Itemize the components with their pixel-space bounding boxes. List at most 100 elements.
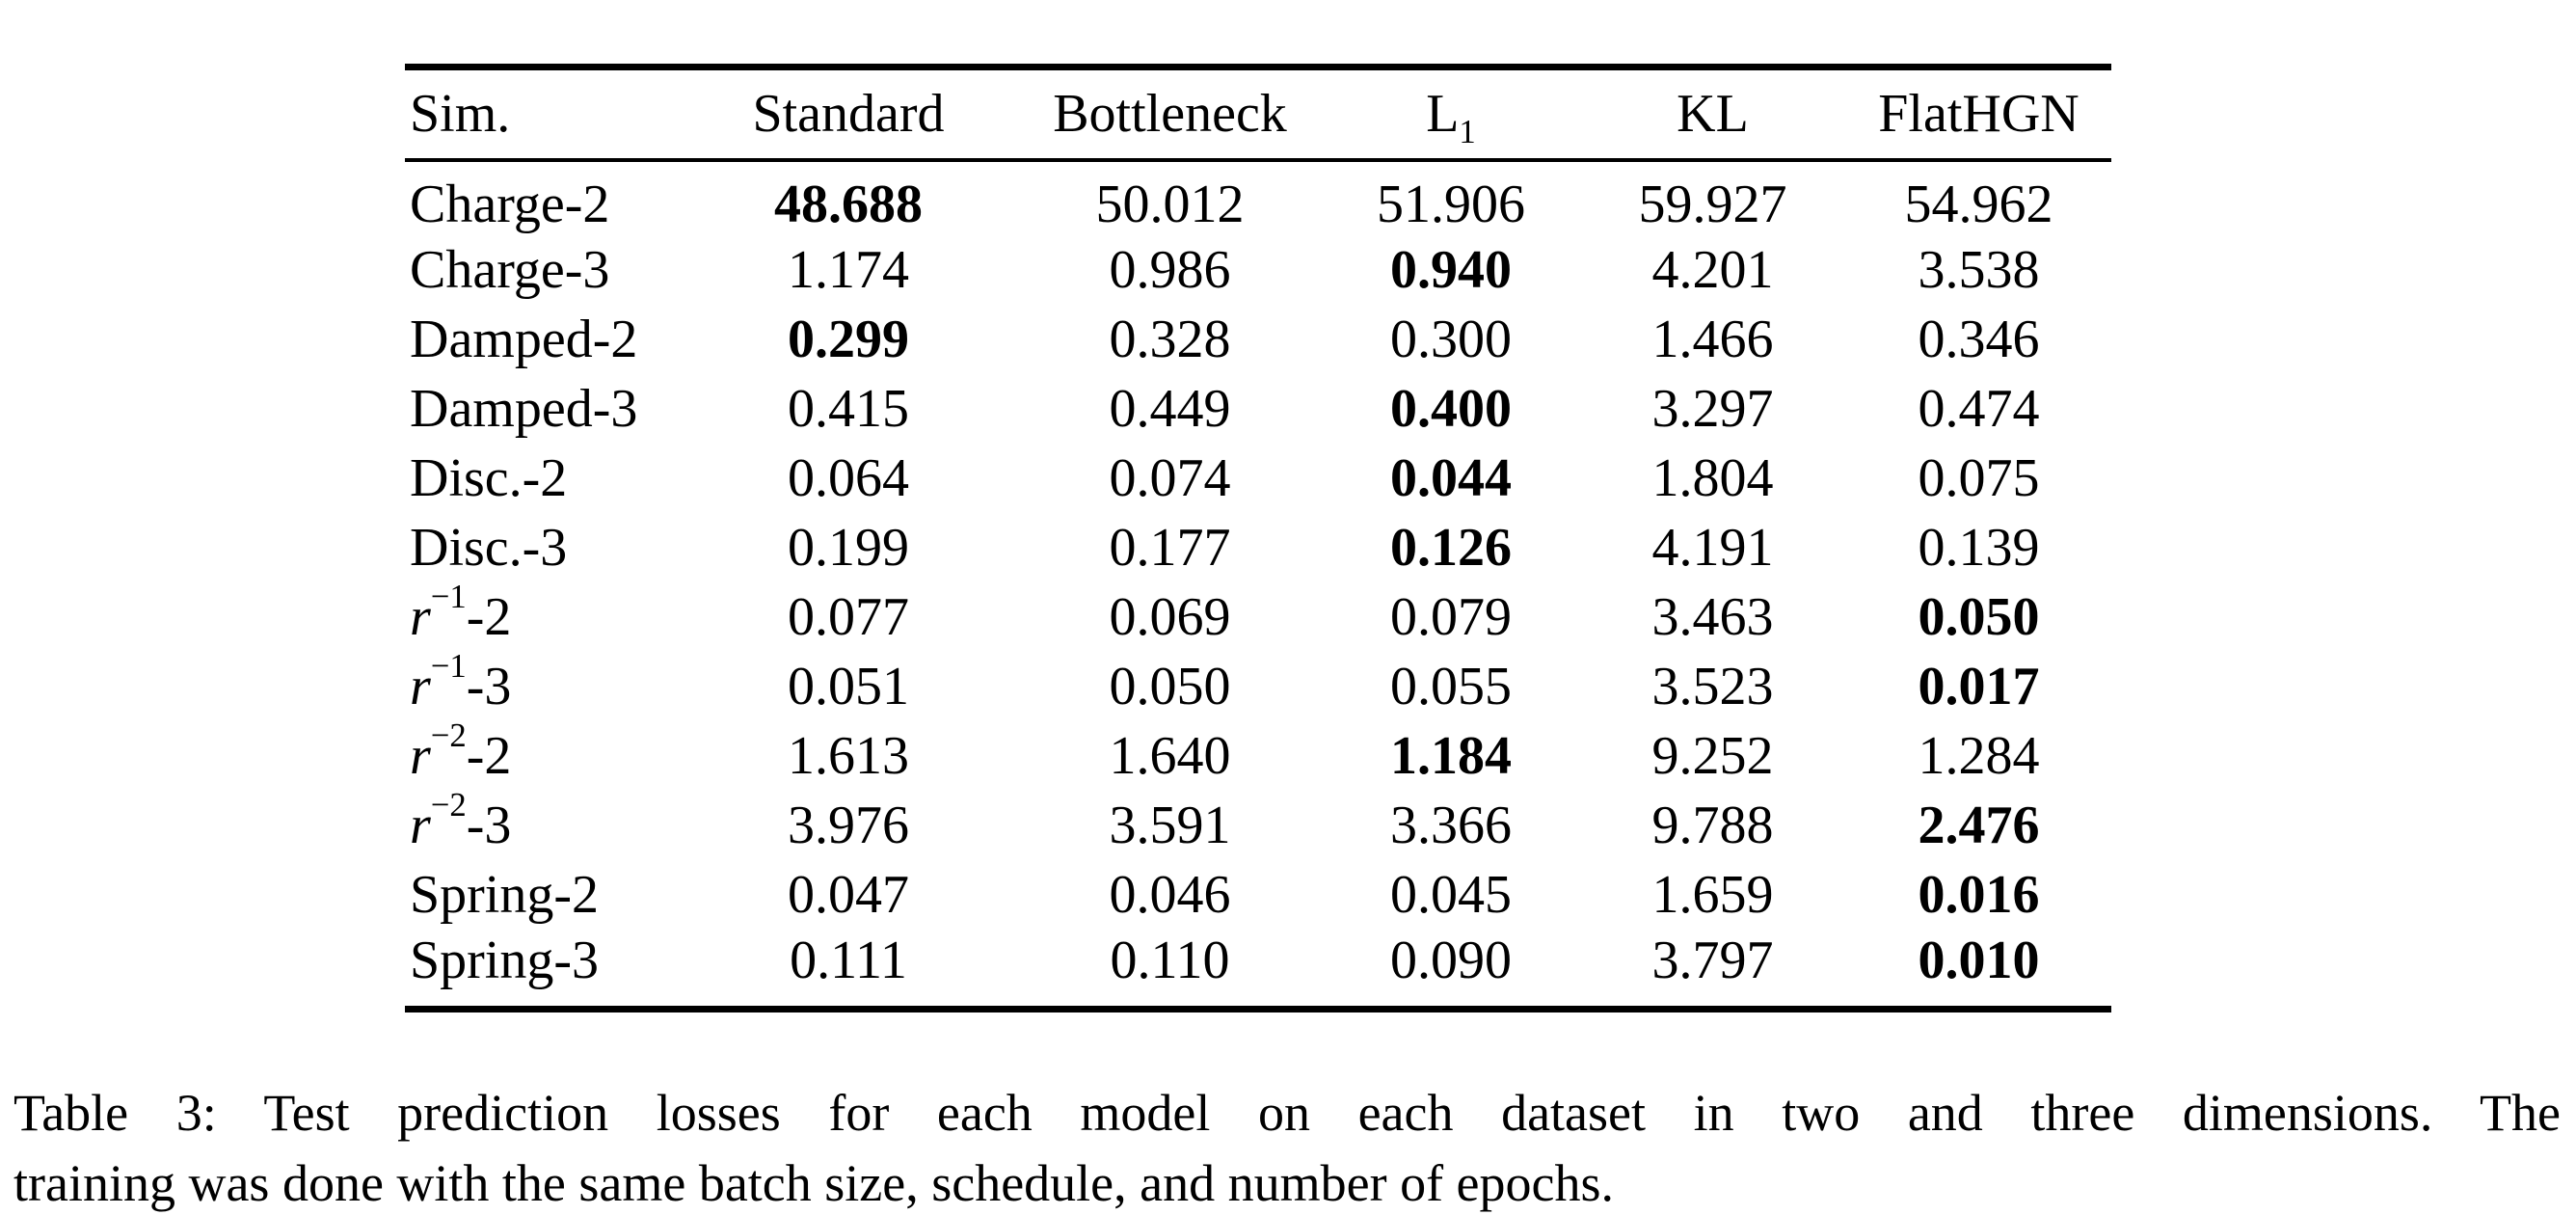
column-header-label: KL xyxy=(1677,84,1749,145)
value-cell: 3.797 xyxy=(1651,930,1774,990)
table-row: r−1-2 0.077 0.069 0.079 3.463 0.050 xyxy=(405,580,2111,652)
value-cell: 0.064 xyxy=(788,447,909,508)
row-label: r−2-3 xyxy=(405,788,680,860)
row-label: Disc.-2 xyxy=(405,444,680,513)
value-cell: 0.069 xyxy=(1109,586,1231,647)
table-row: Charge-2 48.688 50.012 51.906 59.927 54.962 xyxy=(405,160,2111,235)
value-cell: 0.449 xyxy=(1109,378,1231,439)
value-cell: 54.962 xyxy=(1904,174,2053,234)
value-cell: 0.077 xyxy=(788,586,909,647)
value-cell: 59.927 xyxy=(1638,174,1787,234)
value-cell: 0.044 xyxy=(1390,447,1512,508)
value-cell: 3.538 xyxy=(1918,239,2040,300)
value-cell: 3.463 xyxy=(1651,586,1774,647)
row-label-text: Disc.-3 xyxy=(410,517,568,578)
column-header: Bottleneck xyxy=(1017,68,1323,160)
row-label-suffix: -3 xyxy=(466,656,512,716)
value-cell: 1.613 xyxy=(788,725,909,786)
value-cell: 0.045 xyxy=(1390,864,1512,925)
value-cell: 48.688 xyxy=(774,174,923,234)
value-cell: 0.047 xyxy=(788,864,909,925)
table-row: Damped-3 0.415 0.449 0.400 3.297 0.474 xyxy=(405,374,2111,444)
row-label-exponent: −1 xyxy=(430,577,467,615)
value-cell: 0.079 xyxy=(1390,586,1512,647)
results-table: Sim. Standard Bottleneck L1 KL FlatHGN Charge… xyxy=(405,64,2111,1012)
value-cell: 1.804 xyxy=(1651,447,1774,508)
value-cell: 0.110 xyxy=(1110,930,1230,990)
value-cell: 2.476 xyxy=(1918,795,2040,855)
value-cell: 9.788 xyxy=(1651,795,1774,855)
value-cell: 0.126 xyxy=(1390,517,1512,578)
value-cell: 0.299 xyxy=(788,309,909,369)
value-cell: 1.640 xyxy=(1109,725,1231,786)
value-cell: 0.199 xyxy=(788,517,909,578)
column-header: Sim. xyxy=(405,68,680,160)
table-row: Disc.-3 0.199 0.177 0.126 4.191 0.139 xyxy=(405,513,2111,582)
table-row: Disc.-2 0.064 0.074 0.044 1.804 0.075 xyxy=(405,444,2111,513)
row-label: Damped-2 xyxy=(405,305,680,374)
row-label-exponent: −2 xyxy=(430,785,467,824)
value-cell: 1.466 xyxy=(1651,309,1774,369)
value-cell: 3.523 xyxy=(1651,656,1774,716)
column-header-label: L xyxy=(1426,84,1460,145)
row-label: Spring-2 xyxy=(405,860,680,930)
value-cell: 0.300 xyxy=(1390,309,1512,369)
table-row: r−1-3 0.051 0.050 0.055 3.523 0.017 xyxy=(405,649,2111,721)
value-cell: 51.906 xyxy=(1377,174,1525,234)
table-row: Spring-3 0.111 0.110 0.090 3.797 0.010 xyxy=(405,930,2111,1010)
column-header-label: FlatHGN xyxy=(1878,84,2080,145)
value-cell: 0.017 xyxy=(1918,656,2040,716)
row-label: r−1-3 xyxy=(405,649,680,721)
table-row: r−2-3 3.976 3.591 3.366 9.788 2.476 xyxy=(405,788,2111,860)
table-row: r−2-2 1.613 1.640 1.184 9.252 1.284 xyxy=(405,718,2111,791)
row-label: r−2-2 xyxy=(405,718,680,791)
value-cell: 3.366 xyxy=(1390,795,1512,855)
row-label-text: Disc.-2 xyxy=(410,447,568,508)
value-cell: 1.184 xyxy=(1390,725,1512,786)
row-label-text: Damped-3 xyxy=(410,378,638,439)
value-cell: 0.139 xyxy=(1918,517,2040,578)
row-label-text: Spring-2 xyxy=(410,864,599,925)
row-label: Disc.-3 xyxy=(405,513,680,582)
value-cell: 0.177 xyxy=(1109,517,1231,578)
value-cell: 0.050 xyxy=(1109,656,1231,716)
value-cell: 1.659 xyxy=(1651,864,1774,925)
column-header: Standard xyxy=(680,68,1017,160)
table-body: Charge-2 48.688 50.012 51.906 59.927 54.962 Ch… xyxy=(405,160,2111,1010)
value-cell: 0.075 xyxy=(1918,447,2040,508)
value-cell: 0.328 xyxy=(1109,309,1231,369)
value-cell: 0.474 xyxy=(1918,378,2040,439)
value-cell: 0.986 xyxy=(1109,239,1231,300)
value-cell: 0.111 xyxy=(790,930,907,990)
value-cell: 0.074 xyxy=(1109,447,1231,508)
value-cell: 0.415 xyxy=(788,378,909,439)
value-cell: 3.297 xyxy=(1651,378,1774,439)
value-cell: 0.016 xyxy=(1918,864,2040,925)
row-label-text: r xyxy=(410,586,431,647)
value-cell: 0.090 xyxy=(1390,930,1512,990)
table-caption: Table 3: Test prediction losses for each… xyxy=(13,1078,2561,1215)
row-label-text: Charge-3 xyxy=(410,239,610,300)
value-cell: 1.284 xyxy=(1918,725,2040,786)
row-label: Charge-2 xyxy=(405,160,680,235)
table-row: Charge-3 1.174 0.986 0.940 4.201 3.538 xyxy=(405,235,2111,305)
caption-line-2: training was done with the same batch si… xyxy=(13,1154,1614,1212)
row-label-text: r xyxy=(410,656,431,716)
value-cell: 0.010 xyxy=(1918,930,2040,990)
column-header-subscript: 1 xyxy=(1459,113,1476,151)
value-cell: 4.191 xyxy=(1651,517,1774,578)
table-header: Sim. Standard Bottleneck L1 KL FlatHGN xyxy=(405,68,2111,160)
value-cell: 3.976 xyxy=(788,795,909,855)
value-cell: 4.201 xyxy=(1651,239,1774,300)
row-label-text: Charge-2 xyxy=(410,174,610,234)
row-label-text: r xyxy=(410,725,431,786)
value-cell: 0.400 xyxy=(1390,378,1512,439)
table-row: Spring-2 0.047 0.046 0.045 1.659 0.016 xyxy=(405,860,2111,930)
value-cell: 50.012 xyxy=(1095,174,1245,234)
value-cell: 3.591 xyxy=(1109,795,1231,855)
value-cell: 1.174 xyxy=(788,239,909,300)
row-label-suffix: -2 xyxy=(466,725,512,786)
row-label: Charge-3 xyxy=(405,235,680,305)
row-label: Damped-3 xyxy=(405,374,680,444)
